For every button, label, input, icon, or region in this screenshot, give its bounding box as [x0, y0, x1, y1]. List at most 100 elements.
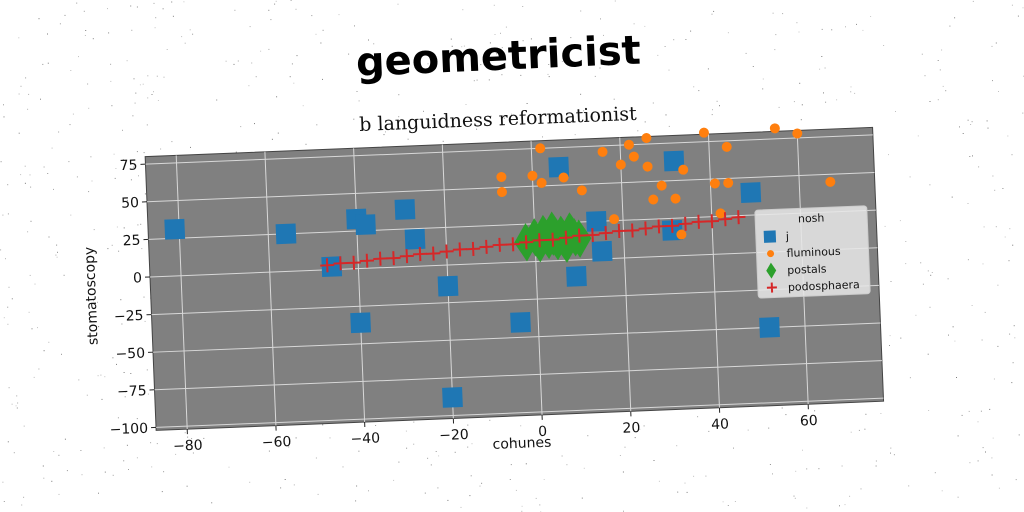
speckle-dot [889, 345, 890, 346]
speckle-dot [136, 418, 138, 420]
speckle-dot [1002, 188, 1004, 189]
speckle-dot [929, 184, 931, 186]
speckle-dot [90, 156, 92, 158]
speckle-dot [800, 119, 802, 121]
grid-line-y [146, 172, 875, 203]
speckle-dot [104, 376, 106, 378]
speckle-dot [373, 82, 375, 84]
speckle-dot [21, 504, 23, 506]
point-j [394, 199, 416, 220]
speckle-dot [603, 34, 604, 36]
speckle-dot [928, 410, 930, 411]
speckle-dot [959, 126, 960, 128]
speckle-dot [503, 117, 505, 119]
speckle-dot [865, 413, 867, 415]
point-podosphaera [598, 226, 613, 241]
speckle-dot [47, 173, 49, 174]
speckle-dot [42, 63, 44, 65]
speckle-dot [142, 83, 144, 85]
x-tick-label: 40 [711, 416, 729, 433]
point-podosphaera [585, 228, 600, 243]
speckle-dot [1015, 479, 1017, 481]
series-fluminous [496, 123, 836, 240]
speckle-dot [774, 49, 776, 51]
legend-label-fluminous: fluminous [786, 245, 841, 260]
speckle-dot [991, 457, 993, 459]
point-fluminous [536, 177, 547, 188]
speckle-dot [78, 56, 79, 58]
speckle-dot [977, 421, 979, 423]
y-tick-label: 50 [121, 195, 139, 212]
speckle-dot [7, 323, 9, 325]
speckle-dot [1022, 112, 1024, 114]
point-podosphaera [386, 251, 401, 266]
speckle-dot [117, 417, 119, 419]
speckle-dot [293, 82, 295, 84]
speckle-dot [909, 176, 911, 178]
speckle-dot [643, 425, 645, 427]
speckle-dot [693, 86, 695, 88]
speckle-dot [163, 471, 165, 473]
speckle-dot [1018, 434, 1020, 436]
speckle-dot [0, 249, 2, 251]
grid-line-x [353, 148, 366, 423]
speckle-dot [927, 353, 929, 355]
speckle-dot [566, 464, 568, 466]
speckle-dot [70, 70, 72, 71]
speckle-dot [438, 455, 440, 457]
point-j [437, 275, 459, 297]
speckle-dot [97, 375, 99, 377]
speckle-dot [673, 39, 675, 41]
legend-marker-fluminous [767, 250, 775, 258]
point-podosphaera [320, 258, 335, 273]
speckle-dot [509, 479, 511, 480]
speckle-dot [520, 74, 522, 76]
speckle-dot [15, 405, 17, 407]
speckle-dot [24, 182, 26, 184]
point-fluminous [792, 128, 803, 139]
point-j [759, 317, 780, 338]
speckle-dot [995, 226, 997, 228]
speckle-dot [144, 193, 146, 195]
speckle-dot [677, 491, 679, 493]
point-podosphaera [466, 241, 481, 256]
speckle-dot [543, 479, 545, 480]
speckle-dot [166, 49, 168, 50]
speckle-dot [451, 45, 453, 47]
point-j [442, 387, 463, 408]
speckle-dot [686, 491, 688, 493]
speckle-dot [147, 97, 149, 99]
speckle-dot [187, 436, 189, 438]
speckle-dot [13, 452, 15, 454]
speckle-dot [781, 407, 783, 409]
speckle-dot [192, 452, 194, 454]
speckle-dot [322, 424, 324, 426]
speckle-dot [91, 180, 93, 182]
x-tick-label: 20 [622, 420, 640, 437]
speckle-dot [561, 455, 563, 457]
speckle-dot [745, 52, 747, 54]
speckle-dot [957, 435, 959, 437]
speckle-dot [123, 372, 125, 373]
speckle-dot [398, 461, 400, 463]
speckle-dot [76, 176, 78, 178]
speckle-dot [31, 328, 33, 330]
speckle-dot [1022, 7, 1024, 9]
speckle-dot [128, 469, 129, 470]
speckle-dot [733, 447, 734, 449]
speckle-dot [29, 174, 31, 176]
speckle-dot [997, 284, 999, 286]
point-podosphaera [638, 221, 653, 236]
speckle-dot [899, 220, 901, 222]
speckle-dot [690, 30, 692, 32]
speckle-dot [668, 69, 670, 71]
speckle-dot [289, 76, 291, 78]
speckle-dot [3, 104, 4, 106]
speckle-dot [501, 47, 503, 49]
speckle-dot [785, 414, 787, 416]
speckle-dot [317, 493, 319, 495]
speckle-dot [368, 490, 369, 492]
speckle-dot [315, 33, 317, 35]
speckle-dot [574, 134, 576, 136]
